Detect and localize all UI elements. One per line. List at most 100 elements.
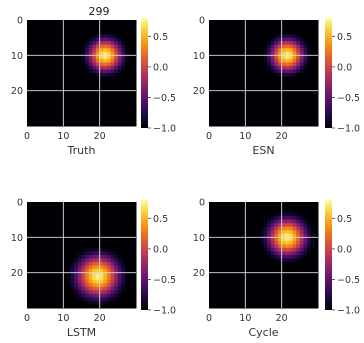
panel-4-heatmap-cell [299,279,304,284]
panel-4-heatmap-cell [274,272,279,277]
panel-3-heatmap-cell [125,255,130,260]
panel-3-heatmap-cell [128,276,133,281]
panel-3-heatmap-cell [52,286,57,291]
panel-3-heatmap-cell [117,216,122,221]
panel-1-heatmap-cell [66,73,72,78]
panel-2-heatmap-cell [256,115,261,120]
panel-3-heatmap-cell [48,283,53,288]
panel-3-heatmap-cell [125,244,130,249]
panel-3-heatmap-cell [121,240,126,245]
panel-2-heatmap-cell [281,111,286,116]
panel-1-heatmap-cell [70,87,75,92]
panel-4-heatmap-cell [238,247,243,252]
panel-2-heatmap-cell [256,118,261,123]
panel-2-heatmap-cell [288,108,294,113]
panel-4-heatmap-cell [292,290,297,295]
panel-1-heatmap-cell [99,111,104,116]
panel-4-heatmap-cell [248,212,254,217]
panel-2-heatmap-cell [209,44,214,49]
panel-1-heatmap-cell [37,76,43,81]
panel-3-heatmap-cell [56,233,61,238]
panel-2-heatmap-cell [270,80,275,85]
panel-3-heatmap-cell [96,262,101,267]
panel-1-heatmap-cell [37,87,43,92]
panel-2-heatmap-cell [238,65,243,70]
panel-4-heatmap-cell [248,237,254,242]
panel-3-heatmap-cell [56,272,61,277]
panel-1-heatmap-cell [103,34,108,39]
panel-3-heatmap-cell [92,244,97,249]
panel-3-heatmap-cell [45,205,50,210]
panel-4-heatmap-cell [248,265,254,270]
panel-2-heatmap-cell [241,94,246,99]
panel-2-heatmap-cell [292,101,297,106]
panel-2-heatmap-cell [278,27,283,32]
panel-1-heatmap-cell [117,69,122,74]
panel-2-heatmap-cell [230,118,235,123]
panel-3-heatmap-cell [81,209,86,214]
panel-2-heatmap-cell [299,104,304,109]
panel-1-heatmap-cell [74,115,79,120]
panel-2-heatmap-cell [285,55,290,60]
panel-2-heatmap-cell [292,27,297,32]
panel-2-heatmap-cell [216,90,221,95]
panel-1-heatmap-cell [48,37,53,42]
panel-1-heatmap-cell [99,73,104,78]
panel-3-heatmap-cell [121,293,126,298]
panel-3-heatmap-cell [106,202,112,207]
panel-1-heatmap-cell [96,65,101,70]
panel-4-heatmap-cell [241,290,246,295]
panel-3-heatmap-cell [37,244,43,249]
panel-3-heatmap-cell [117,255,122,260]
panel-2-heatmap-cell [292,30,297,35]
panel-2-heatmap-cell [267,122,272,127]
panel-1-heatmap-cell [56,101,61,106]
panel-1-heatmap-cell [121,104,126,109]
panel-4-heatmap-cell [238,297,243,302]
panel-3-heatmap-cell [103,240,108,245]
panel-3-heatmap-cell [114,279,119,284]
panel-1-heatmap-cell [41,65,46,70]
panel-3-heatmap-cell [106,233,112,238]
panel-2-heatmap-cell [256,55,261,60]
panel-1-heatmap-cell [121,62,126,67]
panel-1-heatmap-cell [85,34,90,39]
panel-3-heatmap-cell [132,244,137,249]
panel-4-heatmap-cell [278,202,283,207]
panel-3-heatmap-cell [121,226,126,231]
panel-2-heatmap-cell [252,108,257,113]
panel-2-heatmap-cell [230,94,235,99]
panel-4-heatmap-cell [263,255,268,260]
panel-3-heatmap-cell [125,304,130,309]
panel-3-heatmap-cell [99,276,104,281]
panel-2-heatmap-cell [263,115,268,120]
panel-1-heatmap-cell [66,101,72,106]
panel-1-heatmap-cell [66,27,72,32]
panel-4-heatmap-cell [274,293,279,298]
panel-1-heatmap-cell [30,27,35,32]
panel-4-heatmap-cell [288,258,294,263]
panel-1-heatmap-cell [77,44,82,49]
panel-2-heatmap-cell [223,65,228,70]
panel-2-heatmap-cell [259,69,264,74]
panel-3-heatmap-cell [96,226,101,231]
panel-1-heatmap-cell [34,90,39,95]
panel-3-heatmap-cell [110,279,115,284]
panel-1-heatmap-cell [30,58,35,63]
panel-4-heatmap-cell [278,209,283,214]
panel-3-heatmap-cell [63,290,68,295]
panel-3-heatmap-cell [52,272,57,277]
panel-3-heatmap-cell [125,212,130,217]
panel-4-x-tick-label: 10 [239,313,251,324]
panel-1-heatmap-cell [92,51,97,56]
panel-3-heatmap-cell [103,283,108,288]
panel-1-heatmap-cell [41,87,46,92]
panel-4-heatmap-cell [299,219,304,224]
panel-2-heatmap-cell [310,83,315,88]
panel-2-heatmap-cell [209,51,214,56]
panel-4-heatmap-cell [252,212,257,217]
panel-4-heatmap-cell [310,223,315,228]
panel-1-heatmap-cell [103,83,108,88]
panel-3-heatmap-cell [74,290,79,295]
panel-3-heatmap-cell [132,272,137,277]
